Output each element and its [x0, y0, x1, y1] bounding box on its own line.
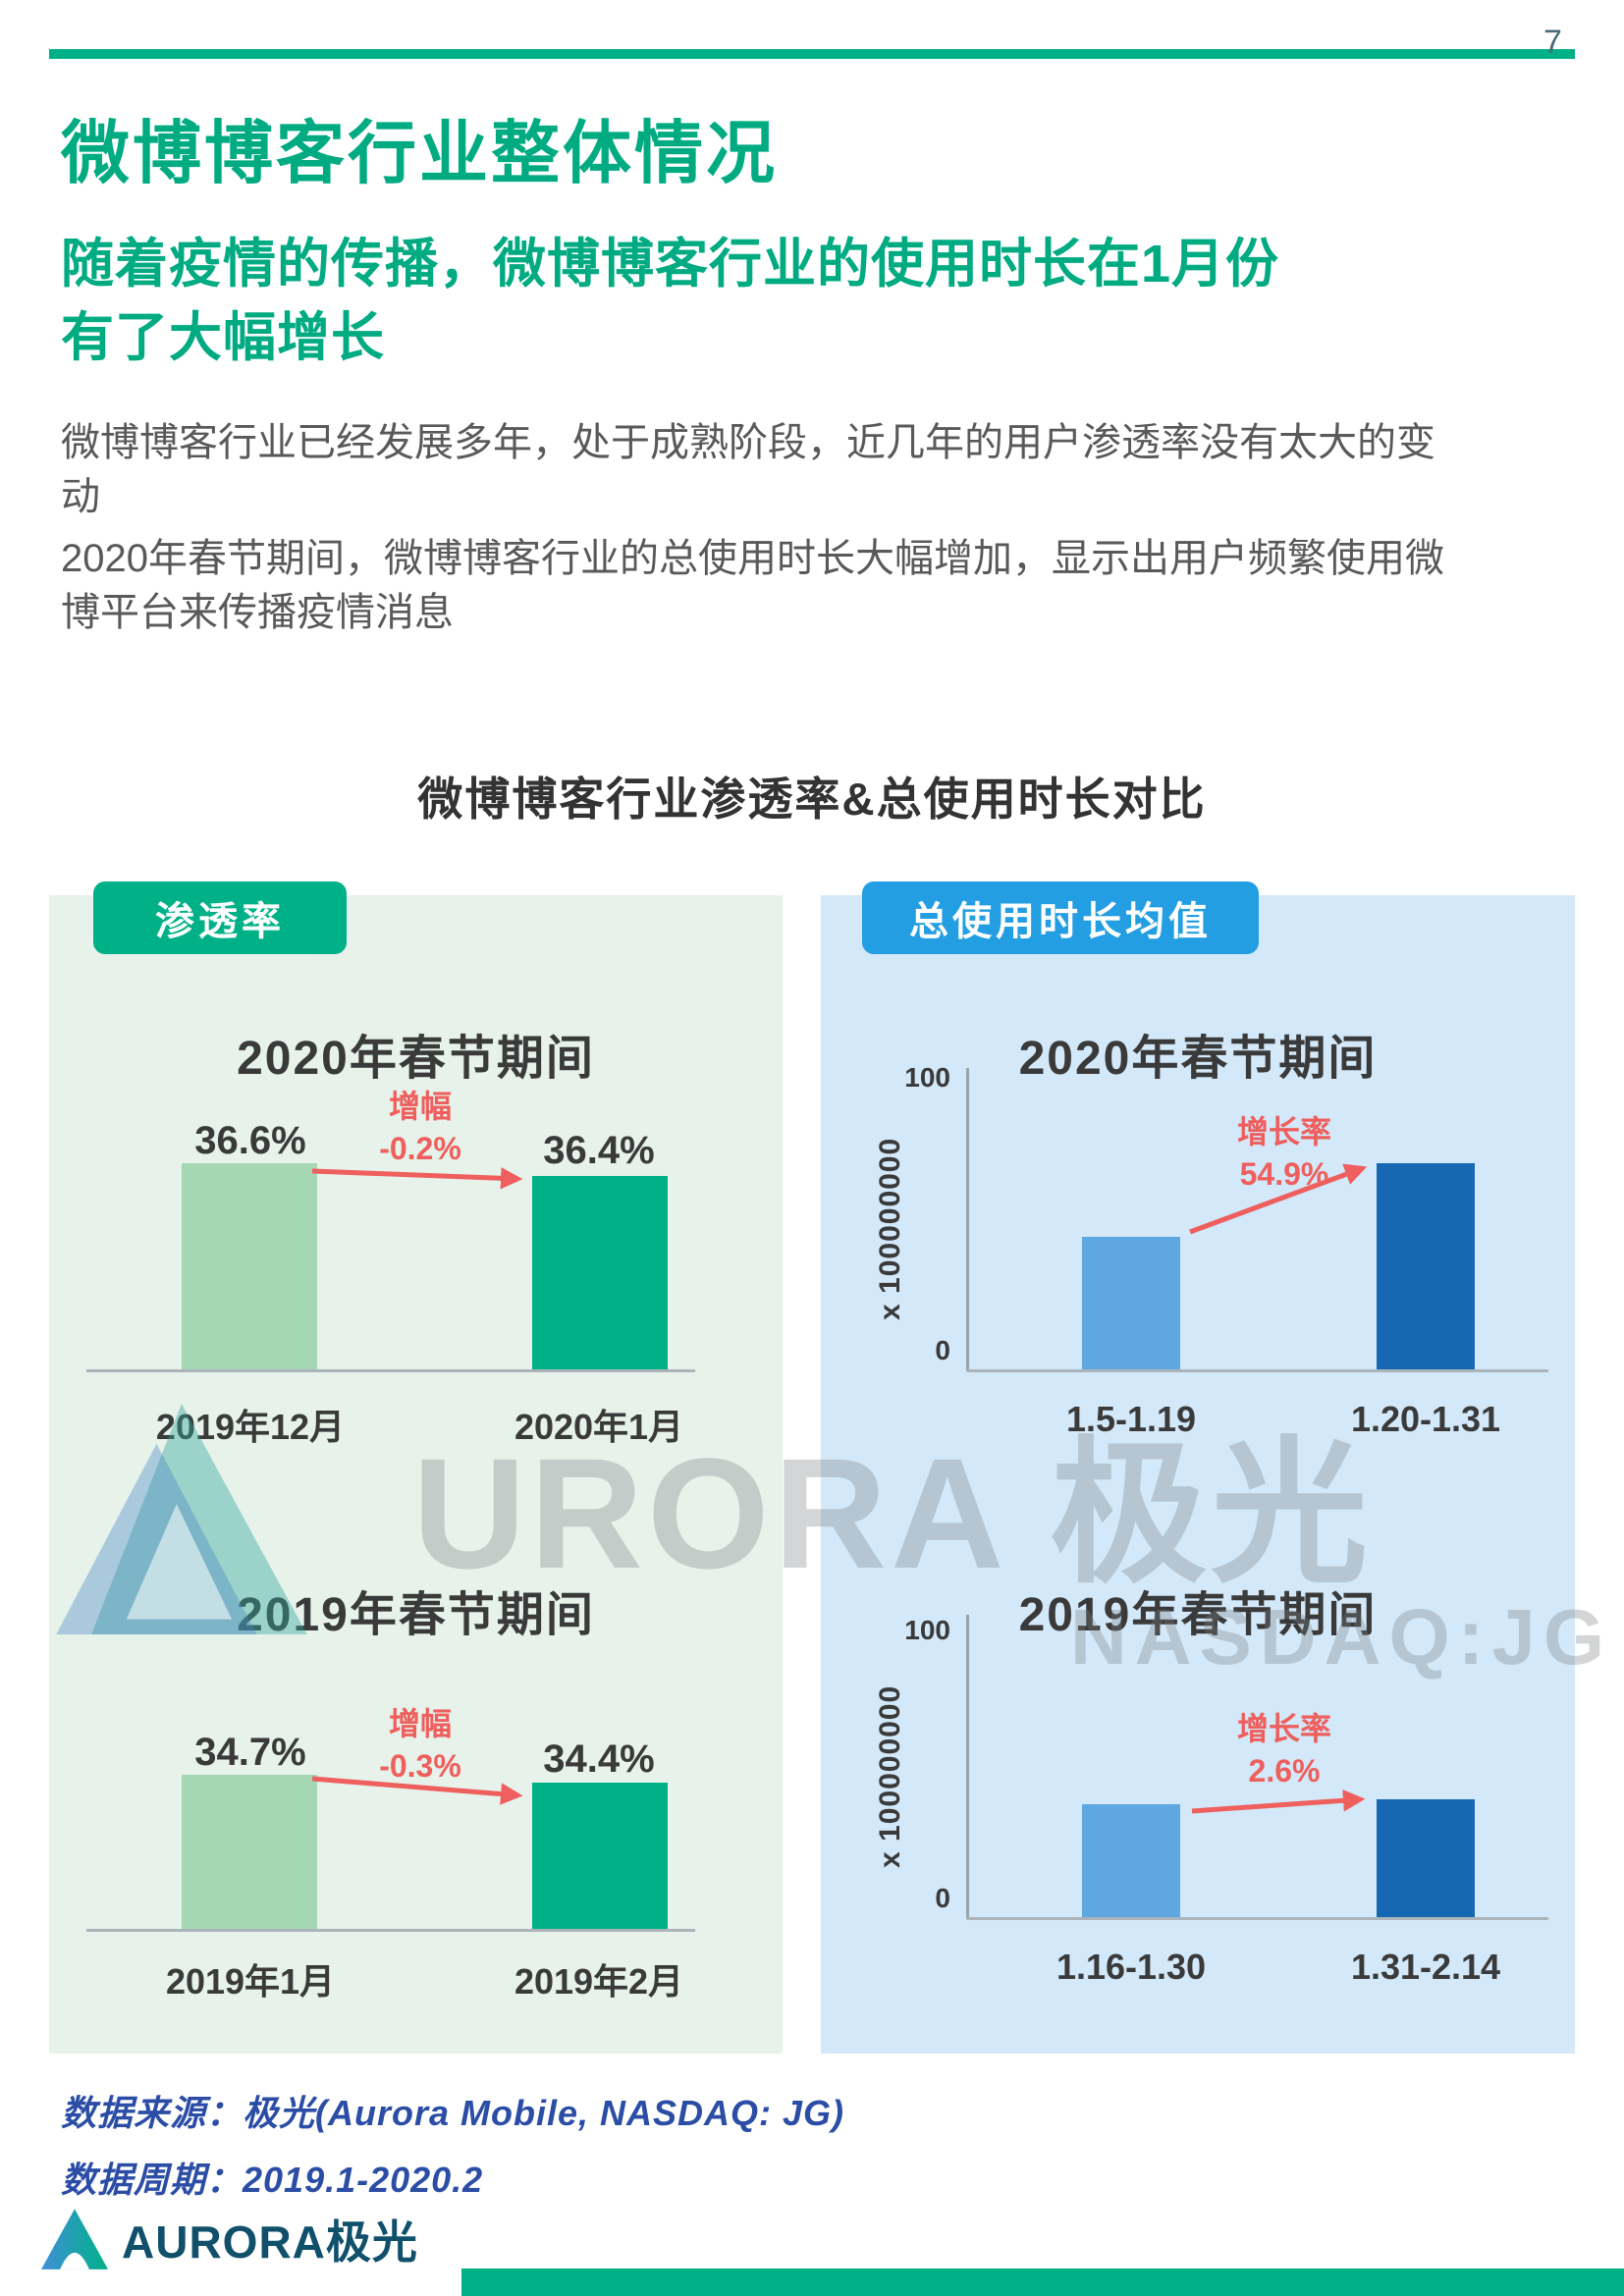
dur-2020-y-axis-line — [966, 1068, 969, 1371]
body-paragraph-1: 微博博客行业已经发展多年，处于成熟阶段，近几年的用户渗透率没有太大的变动 — [61, 421, 1435, 519]
footer-logo: AURORA极光 — [41, 2207, 418, 2271]
dur-2020-y-max: 100 — [904, 1062, 950, 1093]
annotation-label: 增幅 — [388, 1089, 452, 1124]
logo-triangle — [41, 2209, 108, 2269]
pen-2020-value-1: 36.6% — [194, 1119, 306, 1162]
dur-2019-y-min: 0 — [935, 1883, 950, 1913]
dur-2020-category-1: 1.5-1.19 — [1065, 1399, 1197, 1439]
pen-2020-heading: 2020年春节期间 — [237, 1033, 595, 1085]
dur-2020-annotation: 增长率 54.9% — [1176, 1111, 1392, 1196]
page-title: 微博博客行业整体情况 — [61, 115, 778, 191]
data-source-text: 数据来源：极光(Aurora Mobile, NASDAQ: JG) — [61, 2093, 845, 2133]
pen-2020-value-2: 36.4% — [543, 1129, 655, 1172]
duration-badge: 总使用时长均值 — [862, 881, 1259, 954]
bottom-accent-bar — [461, 2269, 1624, 2296]
annotation-label: 增幅 — [388, 1706, 452, 1741]
annotation-value: 54.9% — [1239, 1156, 1329, 1193]
pen-2019-heading: 2019年春节期间 — [237, 1589, 595, 1641]
dur-2019-bar-1 — [1082, 1804, 1180, 1917]
dur-2020-y-unit-label: x 100000000 — [874, 1137, 906, 1320]
pen-2020-category-1: 2019年12月 — [155, 1407, 346, 1447]
pen-2020-bar-2 — [532, 1176, 668, 1369]
annotation-label: 增长率 — [1236, 1711, 1331, 1746]
page-subtitle: 随着疫情的传播，微博博客行业的使用时长在1月份有了大幅增长 — [61, 235, 1280, 367]
pen-2019-value-1: 34.7% — [194, 1731, 306, 1774]
pen-2019-axis-line — [86, 1929, 695, 1932]
top-accent-bar — [49, 49, 1575, 59]
dur-2020-heading: 2020年春节期间 — [1018, 1033, 1378, 1085]
footer-logo-text: AURORA极光 — [122, 2216, 418, 2268]
dur-2020-bar-1 — [1082, 1237, 1180, 1369]
annotation-value: -0.3% — [379, 1748, 461, 1785]
annotation-value: 2.6% — [1248, 1753, 1321, 1789]
dur-2020-category-2: 1.20-1.31 — [1350, 1399, 1501, 1439]
chart-section-title: 微博博客行业渗透率&总使用时长对比 — [417, 774, 1207, 825]
pen-2020-category-2: 2020年1月 — [514, 1407, 684, 1447]
pen-2019-bar-2 — [532, 1783, 668, 1929]
dur-2019-category-2: 1.31-2.14 — [1350, 1947, 1501, 1987]
dur-2020-y-min: 0 — [935, 1335, 950, 1365]
pen-2019-annotation: 增幅 -0.3% — [312, 1703, 528, 1788]
pen-2019-category-2: 2019年2月 — [514, 1961, 684, 2002]
dur-2019-y-unit-label: x 100000000 — [874, 1684, 906, 1868]
page-number: 7 — [1543, 24, 1562, 61]
pen-2019-category-1: 2019年1月 — [165, 1961, 336, 2002]
aurora-logo-icon — [41, 2209, 108, 2269]
pen-2019-value-2: 34.4% — [543, 1737, 655, 1781]
dur-2020-bar-2 — [1377, 1163, 1475, 1369]
dur-2019-category-1: 1.16-1.30 — [1056, 1947, 1207, 1987]
pen-2020-annotation: 增幅 -0.2% — [312, 1086, 528, 1170]
penetration-badge: 渗透率 — [93, 881, 347, 954]
pen-2020-bar-1 — [182, 1163, 317, 1369]
dur-2019-x-axis-line — [967, 1917, 1548, 1920]
logo-cutout — [60, 2252, 89, 2269]
data-period-text: 数据周期：2019.1-2020.2 — [61, 2160, 484, 2200]
annotation-label: 增长率 — [1236, 1114, 1331, 1149]
dur-2020-x-axis-line — [967, 1369, 1548, 1372]
annotation-value: -0.2% — [379, 1131, 461, 1167]
body-paragraph-2: 2020年春节期间，微博博客行业的总使用时长大幅增加，显示出用户频繁使用微博平台… — [61, 537, 1444, 635]
pen-2019-bar-1 — [182, 1775, 317, 1929]
dur-2019-y-axis-line — [966, 1615, 969, 1919]
dur-2019-annotation: 增长率 2.6% — [1176, 1708, 1392, 1792]
pen-2020-axis-line — [86, 1369, 695, 1372]
dur-2019-heading: 2019年春节期间 — [1018, 1589, 1378, 1641]
dur-2019-y-max: 100 — [904, 1615, 950, 1645]
dur-2019-bar-2 — [1377, 1799, 1475, 1917]
